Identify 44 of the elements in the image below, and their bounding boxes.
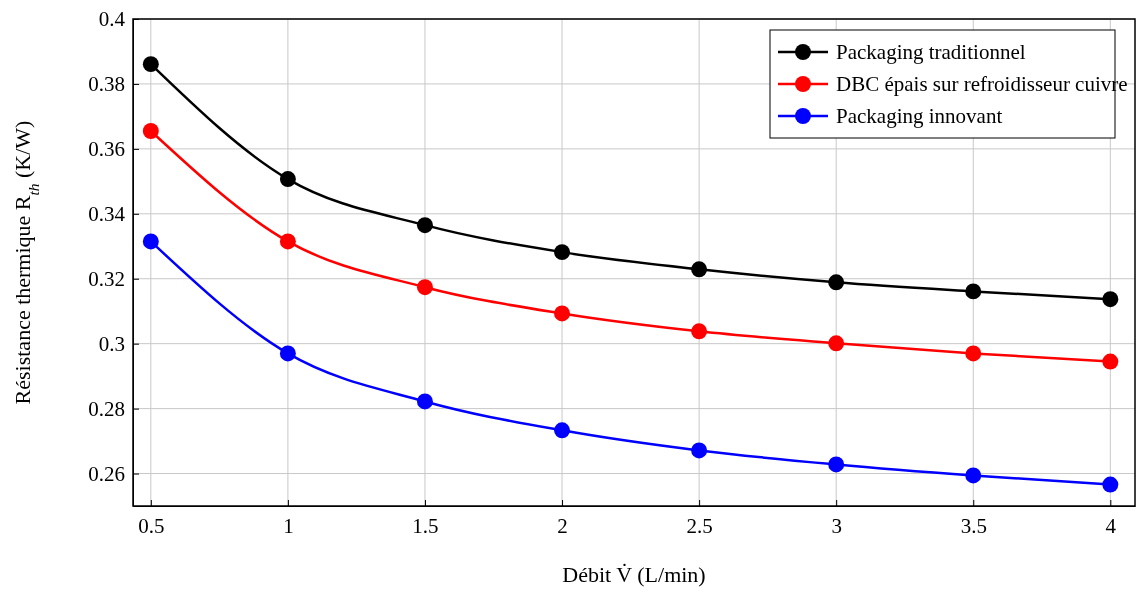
x-tick-label: 0.5	[138, 513, 165, 538]
x-tick-label: 1.5	[412, 513, 439, 538]
legend-label: DBC épais sur refroidisseur cuivre	[836, 72, 1128, 96]
x-tick-label: 2	[557, 513, 568, 538]
legend-label: Packaging innovant	[836, 104, 1003, 128]
x-tick-label: 3.5	[960, 513, 987, 538]
point	[828, 274, 845, 291]
point	[691, 261, 708, 278]
x-tick-label: 1	[283, 513, 294, 538]
point	[965, 467, 982, 484]
y-tick-label: 0.28	[88, 396, 125, 421]
point	[142, 233, 159, 250]
point	[1102, 476, 1119, 493]
point	[279, 171, 296, 188]
x-tick-label: 3	[831, 513, 842, 538]
point	[279, 233, 296, 250]
point	[416, 279, 433, 296]
x-axis-title: Débit V̇ (L/min)	[562, 562, 706, 587]
point	[554, 305, 571, 322]
point	[691, 442, 708, 459]
y-tick-label: 0.36	[88, 137, 125, 162]
point	[965, 345, 982, 362]
legend-label: Packaging traditionnel	[836, 40, 1026, 64]
point	[828, 335, 845, 352]
point	[965, 283, 982, 300]
y-tick-label: 0.4	[98, 7, 126, 32]
x-tick-label: 2.5	[686, 513, 713, 538]
point	[142, 56, 159, 73]
point	[416, 393, 433, 410]
point	[828, 456, 845, 473]
y-tick-label: 0.26	[88, 461, 125, 486]
y-tick-label: 0.32	[88, 266, 125, 291]
point	[554, 422, 571, 439]
y-tick-label: 0.38	[88, 72, 125, 97]
point	[142, 123, 159, 139]
point	[416, 217, 433, 234]
y-tick-label: 0.34	[88, 202, 126, 227]
x-tick-label: 4	[1105, 513, 1117, 538]
y-tick-label: 0.3	[98, 331, 125, 356]
point	[554, 244, 571, 261]
point	[691, 323, 708, 340]
point	[279, 345, 296, 362]
point	[1102, 291, 1119, 308]
point	[1102, 353, 1119, 370]
